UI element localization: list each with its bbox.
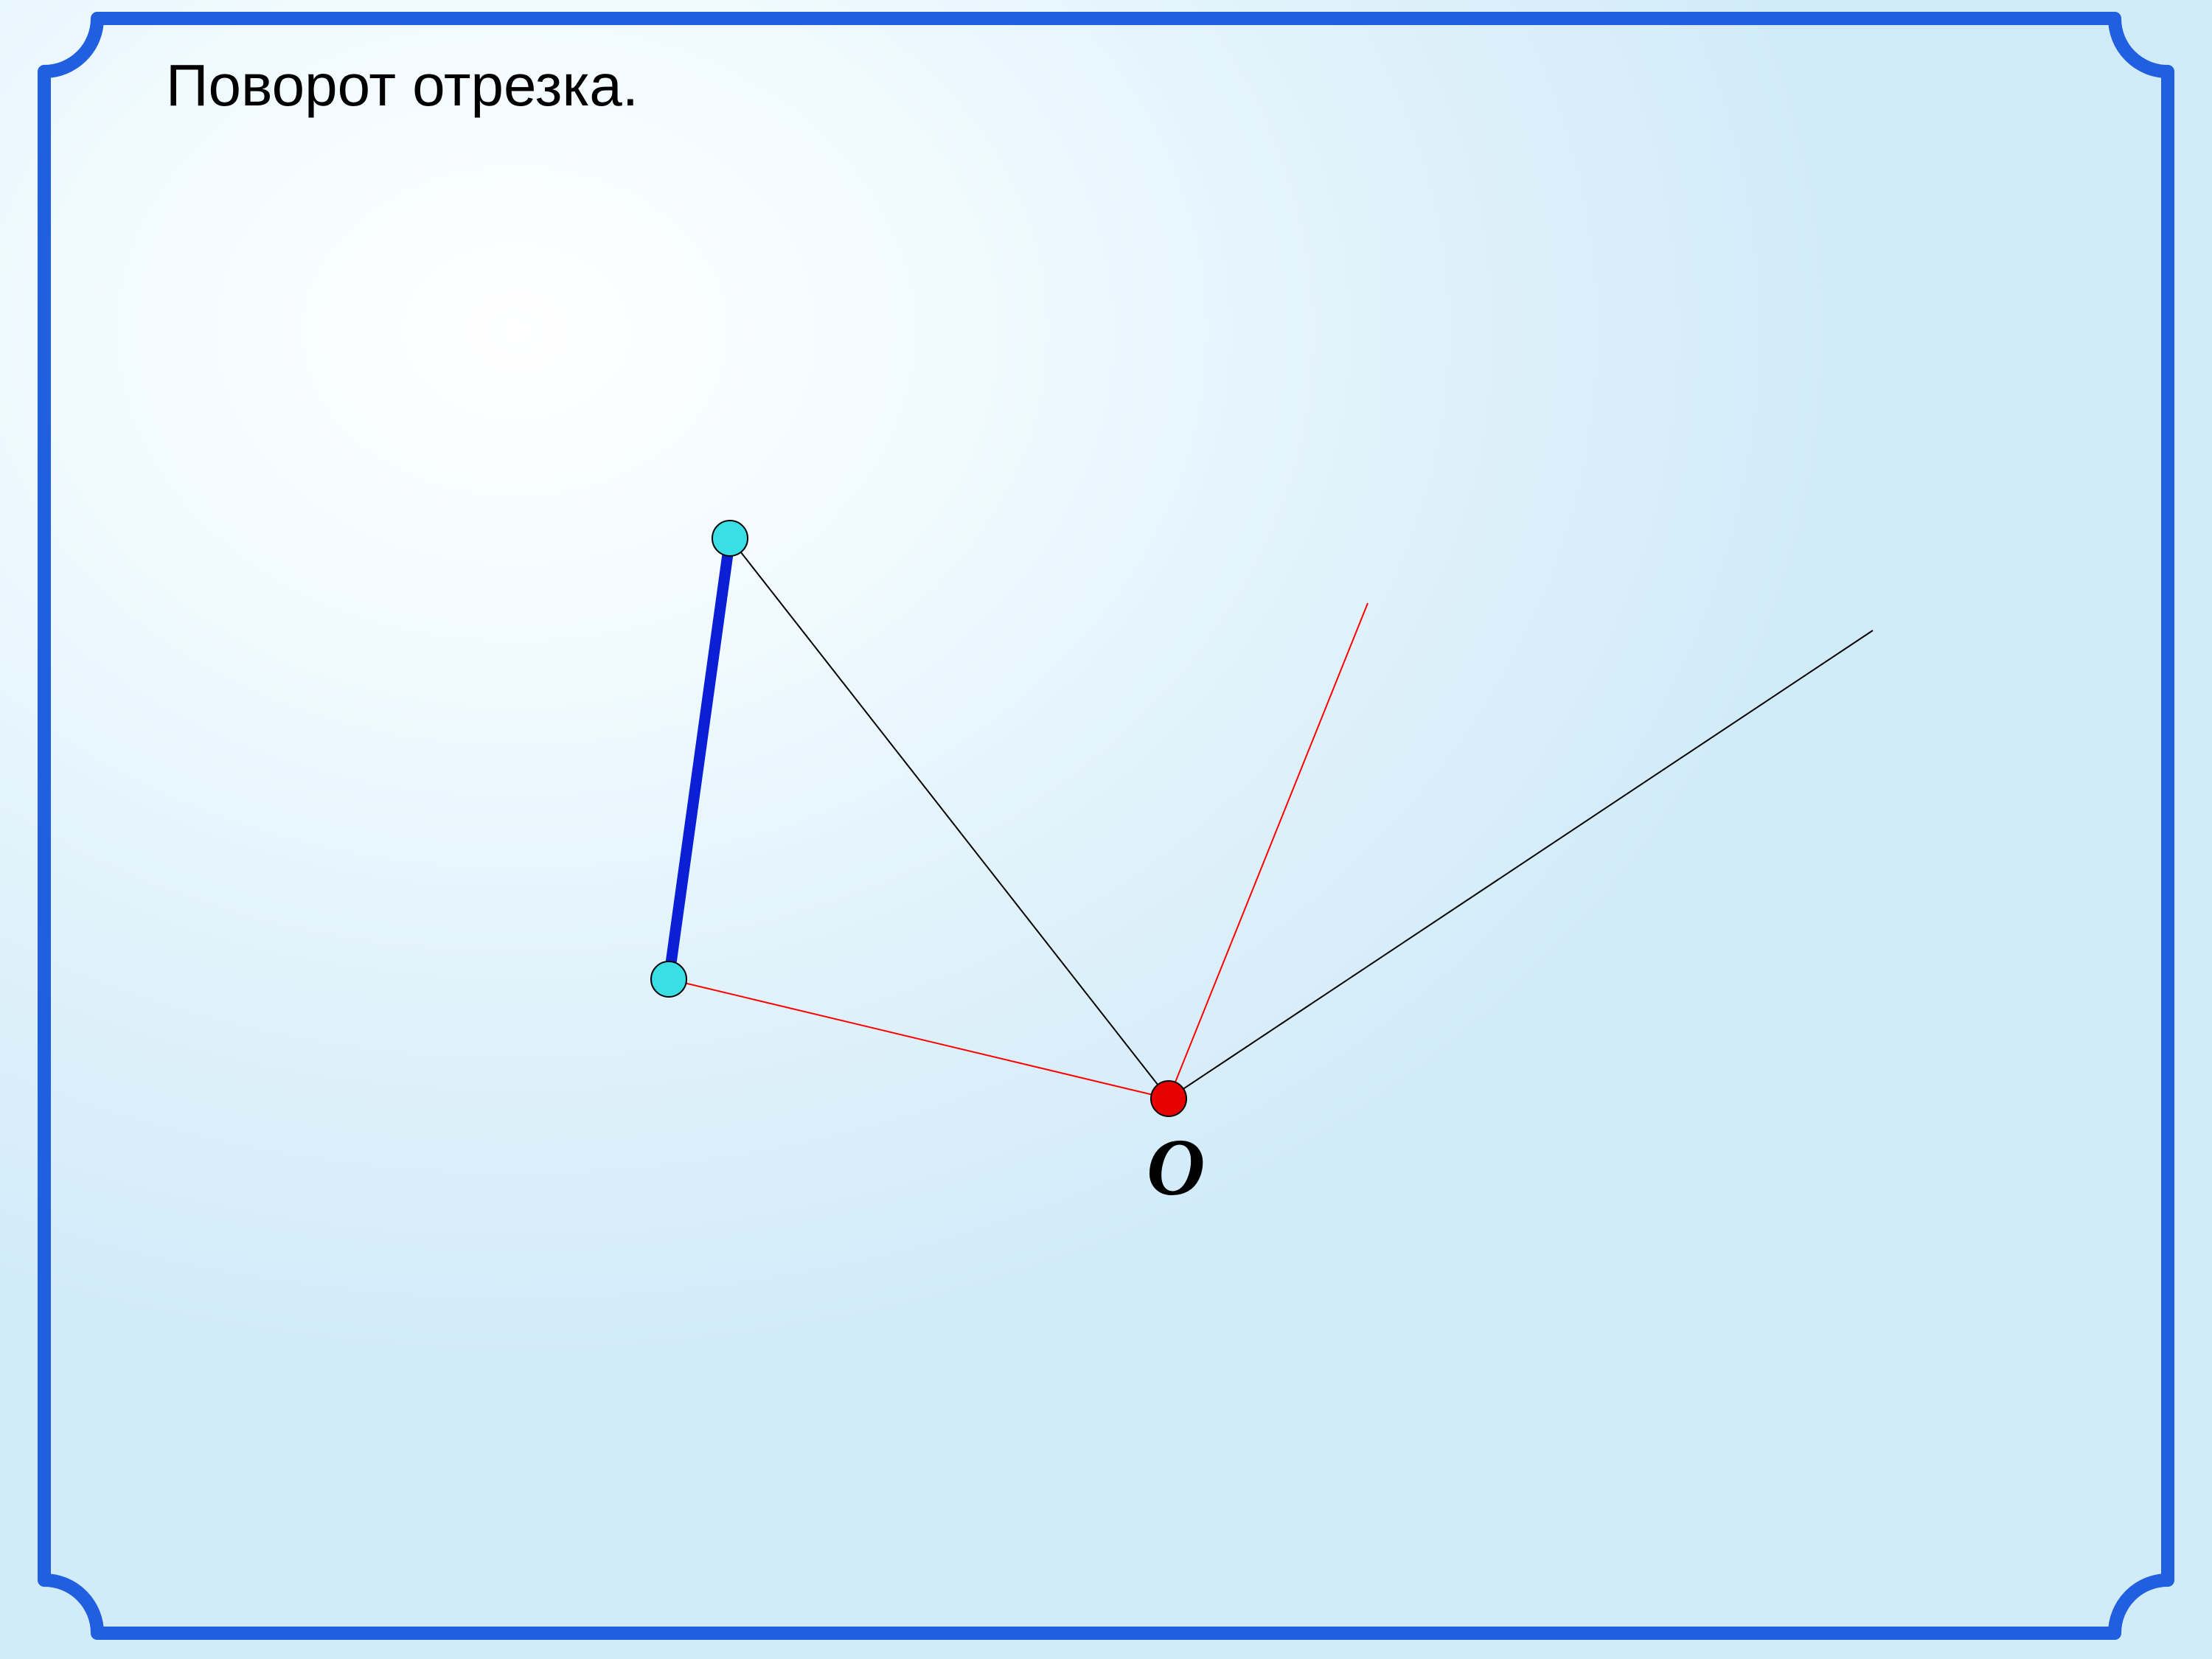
rotation-diagram: [0, 0, 2212, 1659]
point-o-label: O: [1147, 1121, 1205, 1214]
